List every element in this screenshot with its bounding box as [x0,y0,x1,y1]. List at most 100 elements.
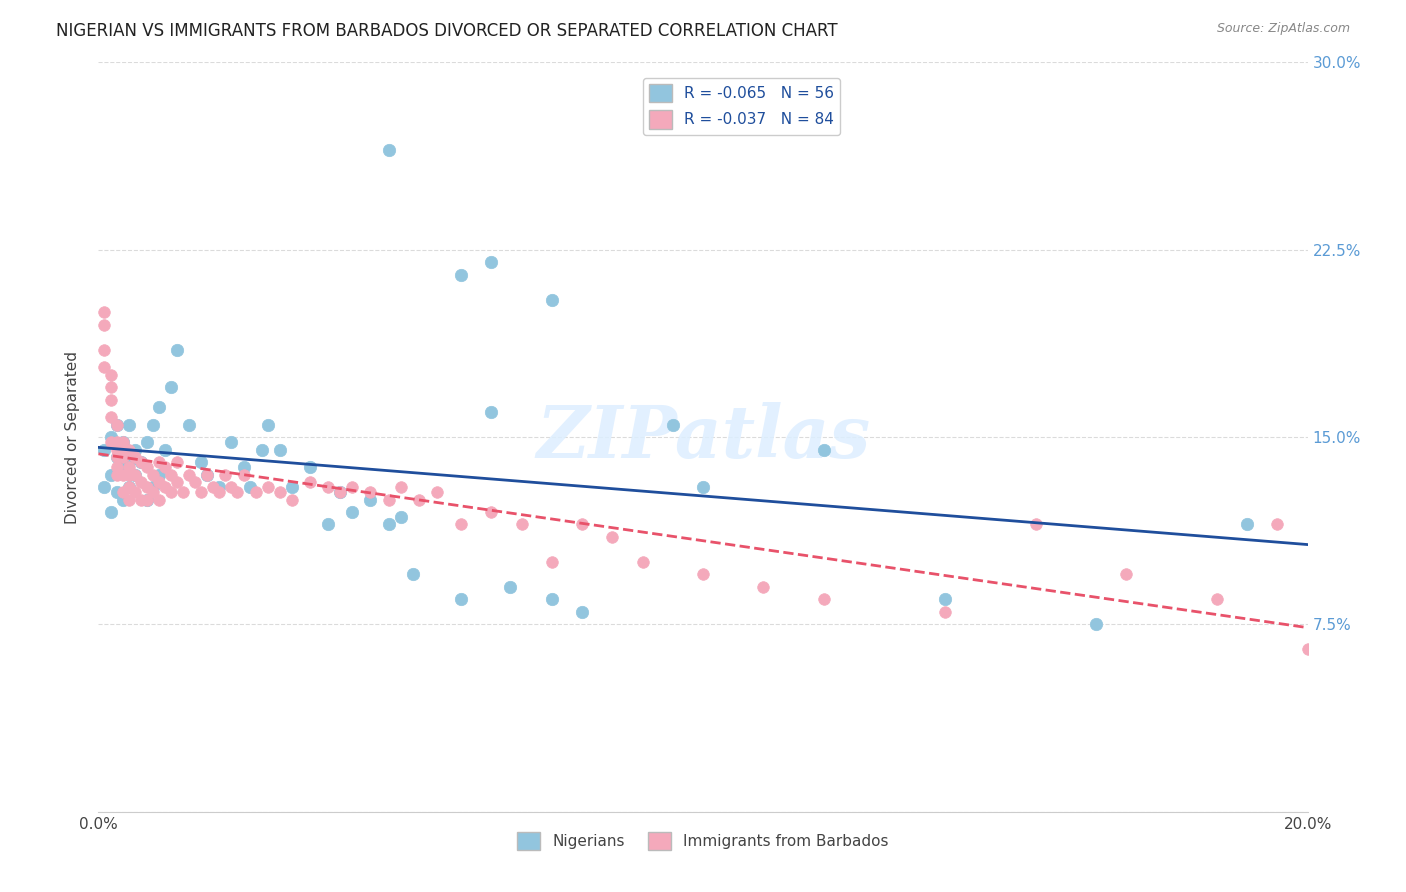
Point [571,605,593,619]
Point [166,475,188,489]
Point [166,455,188,469]
Point [316,517,339,532]
Point [342,505,364,519]
Point [105,450,128,464]
Point [148,475,170,489]
Point [408,492,430,507]
Point [221,435,243,450]
Point [299,460,322,475]
Point [256,480,278,494]
Point [111,460,134,475]
Point [377,492,399,507]
Point [153,460,176,475]
Point [93,318,115,332]
Point [100,410,122,425]
Point [450,268,472,282]
Point [540,555,562,569]
Point [172,485,194,500]
Point [93,480,115,494]
Point [111,485,134,500]
Y-axis label: Divorced or Separated: Divorced or Separated [65,351,80,524]
Point [661,417,683,432]
Point [160,467,183,482]
Point [602,530,624,544]
Point [160,485,183,500]
Point [179,467,201,482]
Legend: Nigerians, Immigrants from Barbados: Nigerians, Immigrants from Barbados [512,826,894,856]
Point [100,430,122,444]
Point [1206,592,1229,607]
Point [239,480,262,494]
Point [360,492,382,507]
Point [1236,517,1258,532]
Point [118,480,141,494]
Point [100,467,122,482]
Point [752,580,775,594]
Point [148,400,170,414]
Point [377,143,399,157]
Point [160,380,183,394]
Point [118,492,141,507]
Point [100,392,122,407]
Point [93,442,115,457]
Point [129,475,152,489]
Point [135,492,157,507]
Point [329,485,352,500]
Point [111,435,134,450]
Point [118,417,141,432]
Point [1296,642,1319,657]
Point [281,492,304,507]
Point [281,480,304,494]
Point [402,567,425,582]
Point [1024,517,1046,532]
Text: ZIPatlas: ZIPatlas [536,401,870,473]
Point [269,442,291,457]
Point [232,467,254,482]
Point [129,492,152,507]
Point [256,417,278,432]
Point [105,467,128,482]
Point [1267,517,1289,532]
Point [450,592,472,607]
Point [389,480,412,494]
Point [426,485,449,500]
Point [142,417,165,432]
Point [190,455,212,469]
Point [105,442,128,457]
Point [135,460,157,475]
Point [571,517,593,532]
Text: NIGERIAN VS IMMIGRANTS FROM BARBADOS DIVORCED OR SEPARATED CORRELATION CHART: NIGERIAN VS IMMIGRANTS FROM BARBADOS DIV… [56,22,838,40]
Point [105,435,128,450]
Point [124,485,146,500]
Point [135,435,157,450]
Point [142,467,165,482]
Point [118,460,141,475]
Point [195,467,218,482]
Point [221,480,243,494]
Point [118,480,141,494]
Point [245,485,267,500]
Point [813,442,835,457]
Point [105,450,128,464]
Point [195,467,218,482]
Text: Source: ZipAtlas.com: Source: ZipAtlas.com [1216,22,1350,36]
Point [389,510,412,524]
Point [481,255,503,269]
Point [481,405,503,419]
Point [124,450,146,464]
Point [269,485,291,500]
Point [510,517,533,532]
Point [329,485,352,500]
Point [360,485,382,500]
Point [481,505,503,519]
Point [93,343,115,357]
Point [118,467,141,482]
Point [93,360,115,375]
Point [540,592,562,607]
Point [934,592,956,607]
Point [148,467,170,482]
Point [118,442,141,457]
Point [208,485,231,500]
Point [105,460,128,475]
Point [250,442,273,457]
